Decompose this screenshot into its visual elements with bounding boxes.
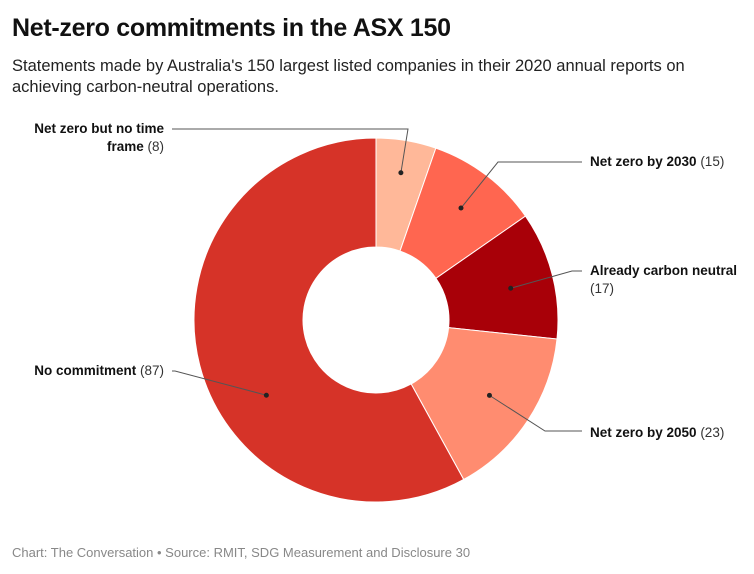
slice-label-name: Net zero by 2050 (590, 425, 697, 440)
leader-line (460, 161, 582, 209)
slice-label-value: (15) (697, 154, 725, 169)
donut-slice-no-commitment[interactable] (193, 137, 465, 503)
chart-subtitle: Statements made by Australia's 150 large… (12, 57, 685, 96)
slice-label-name: frame (107, 139, 144, 154)
leader-dot (508, 285, 514, 291)
slice-label-value: (87) (136, 363, 164, 378)
chart-source-credit: Chart: The Conversation • Source: RMIT, … (12, 545, 471, 560)
leader-dot (458, 205, 464, 211)
leader-line (489, 394, 582, 432)
donut-slice-net-zero-by-2050[interactable] (410, 327, 558, 481)
slice-label: Already carbon neutral (17) (590, 263, 737, 296)
slice-label: No commitment (87) (34, 363, 164, 378)
slice-label: Net zero by 2030 (15) (590, 154, 724, 169)
leader-line (510, 270, 582, 289)
slice-label-value: (17) (590, 281, 614, 296)
leader-line (172, 128, 409, 173)
slice-label-value: (23) (697, 425, 725, 440)
leader-line (172, 370, 267, 396)
slice-label-name: Net zero but no time (34, 121, 164, 136)
slice-label-name: Already carbon neutral (590, 263, 737, 278)
slice-label: Net zero but no time frame (8) (34, 121, 164, 154)
chart-title: Net-zero commitments in the ASX 150 (12, 14, 451, 42)
leader-lines (172, 128, 582, 432)
leader-dot (486, 392, 492, 398)
slice-labels: Net zero but no time frame (8) Net zero by… (34, 121, 737, 440)
slice-label-value: (8) (144, 139, 164, 154)
leader-dot (263, 392, 269, 398)
donut-slices (193, 137, 559, 503)
slice-label: Net zero by 2050 (23) (590, 425, 724, 440)
slice-label-name: No commitment (34, 363, 137, 378)
leader-dot (398, 170, 404, 176)
slice-label-name: Net zero by 2030 (590, 154, 697, 169)
